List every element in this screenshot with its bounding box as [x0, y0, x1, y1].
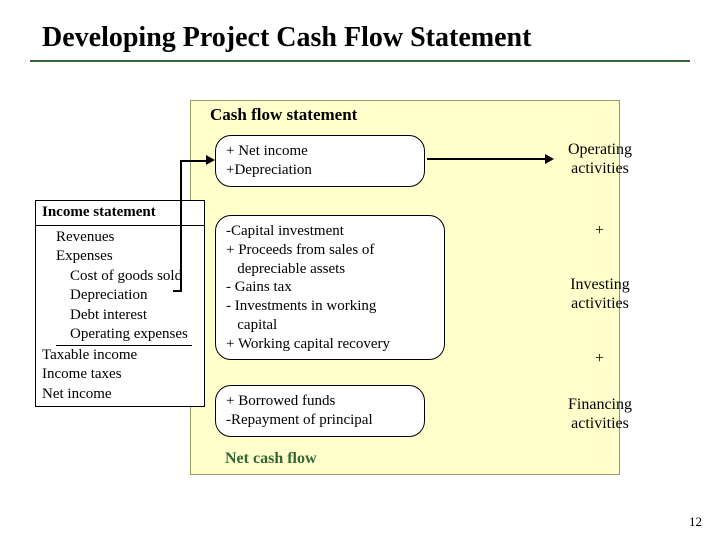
connector	[180, 160, 182, 290]
box2-line: -Capital investment	[226, 222, 434, 241]
connector	[173, 290, 182, 292]
arrow-head-icon	[206, 155, 215, 165]
slide-title: Developing Project Cash Flow Statement	[42, 22, 531, 54]
income-row: Revenues	[42, 228, 198, 248]
box3-line: + Borrowed funds	[226, 392, 414, 411]
arrow-line	[427, 158, 547, 160]
income-row: Operating expenses	[42, 325, 198, 345]
title-underline	[30, 60, 690, 62]
income-row: Debt interest	[42, 306, 198, 326]
operating-label: Operating activities	[555, 140, 645, 178]
income-title: Income statement	[36, 201, 204, 226]
box2-line: capital	[226, 316, 434, 335]
financing-label: Financing activities	[555, 395, 645, 433]
connector	[180, 160, 208, 162]
income-body: Revenues Expenses Cost of goods sold Dep…	[36, 226, 204, 407]
plus-1: +	[595, 222, 604, 240]
investing-label: Investing activities	[555, 275, 645, 313]
income-row: Depreciation	[42, 286, 198, 306]
net-cash-flow-label: Net cash flow	[225, 450, 317, 468]
box2-line: - Gains tax	[226, 278, 434, 297]
box2-line: depreciable assets	[226, 260, 434, 279]
income-row: Cost of goods sold	[42, 267, 198, 287]
plus-2: +	[595, 350, 604, 368]
income-row: Net income	[42, 385, 198, 405]
arrow-head-icon	[545, 154, 554, 164]
box3-line: -Repayment of principal	[226, 411, 414, 430]
page-number: 12	[689, 514, 702, 530]
box2-line: - Investments in working	[226, 297, 434, 316]
slide: Developing Project Cash Flow Statement C…	[0, 0, 720, 540]
cash-flow-subtitle: Cash flow statement	[210, 105, 357, 125]
income-row: Expenses	[42, 247, 198, 267]
box1-line: +Depreciation	[226, 161, 414, 180]
box1-line: + Net income	[226, 142, 414, 161]
investing-box: -Capital investment + Proceeds from sale…	[215, 215, 445, 360]
box2-line: + Working capital recovery	[226, 335, 434, 354]
income-row: Taxable income	[42, 346, 198, 366]
financing-box: + Borrowed funds -Repayment of principal	[215, 385, 425, 437]
operating-box: + Net income +Depreciation	[215, 135, 425, 187]
income-row: Income taxes	[42, 365, 198, 385]
box2-line: + Proceeds from sales of	[226, 241, 434, 260]
